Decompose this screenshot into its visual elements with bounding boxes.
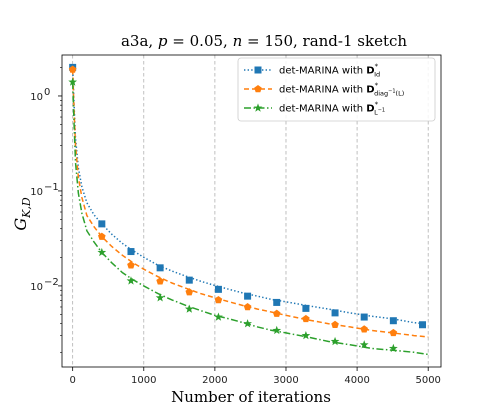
data-point xyxy=(273,298,281,306)
series-2 xyxy=(68,65,429,338)
data-point xyxy=(302,304,310,312)
data-point xyxy=(389,328,398,337)
data-point xyxy=(301,330,311,340)
series-layer xyxy=(68,63,429,356)
data-point xyxy=(126,276,136,285)
data-point xyxy=(97,247,107,257)
data-point xyxy=(272,309,281,317)
legend-marker xyxy=(254,66,262,74)
legend: det-MARINA with D* Id det-MARINA with D* di… xyxy=(237,57,436,122)
data-point xyxy=(330,336,340,346)
data-point xyxy=(302,314,310,323)
x-tick-label: 0 xyxy=(69,375,75,386)
data-point xyxy=(389,317,397,325)
data-point xyxy=(360,325,369,333)
data-point xyxy=(388,343,398,353)
y-tick-label: 10 xyxy=(30,282,43,293)
series-line xyxy=(71,67,426,325)
data-point xyxy=(155,293,165,302)
data-point xyxy=(127,261,135,269)
legend-label: det-MARINA with D* L−1 xyxy=(279,101,385,117)
data-point xyxy=(98,220,106,228)
data-point xyxy=(214,312,223,321)
x-axis-label: Number of iterations xyxy=(171,388,331,406)
data-point xyxy=(214,296,223,304)
data-point xyxy=(243,319,252,328)
y-tick-exponent: 0 xyxy=(44,87,50,98)
data-point xyxy=(243,302,252,311)
legend-item: det-MARINA with D* L−1 xyxy=(244,101,385,117)
data-point xyxy=(184,304,194,313)
data-point xyxy=(127,248,135,256)
legend-label: det-MARINA with D* Id xyxy=(279,63,380,79)
data-point xyxy=(68,65,77,73)
y-tick-label: 10 xyxy=(30,92,43,103)
data-point xyxy=(156,264,164,272)
legend-marker xyxy=(253,103,263,112)
legend-marker xyxy=(254,85,262,93)
data-point xyxy=(331,309,339,317)
data-point xyxy=(185,276,193,284)
data-point xyxy=(214,285,222,293)
data-point xyxy=(156,277,164,285)
y-axis-label: GK,D xyxy=(11,197,33,230)
x-tick-label: 3000 xyxy=(273,375,298,386)
legend-item: det-MARINA with D* Id xyxy=(244,63,380,79)
data-point xyxy=(68,77,78,86)
legend-item: det-MARINA with D* diag−1(L) xyxy=(244,82,404,98)
x-tick-label: 1000 xyxy=(131,375,156,386)
y-tick-exponent: −1 xyxy=(44,182,59,193)
data-point xyxy=(272,325,282,335)
series-3 xyxy=(68,77,429,356)
legend-label: det-MARINA with D* diag−1(L) xyxy=(279,82,404,98)
x-tick-label: 5000 xyxy=(415,375,440,386)
series-line xyxy=(71,82,429,356)
data-point xyxy=(359,340,369,349)
x-tick-label: 2000 xyxy=(202,375,227,386)
data-point xyxy=(331,320,339,328)
data-point xyxy=(244,292,252,300)
plot-frame xyxy=(61,54,442,368)
data-point xyxy=(185,288,194,296)
data-point xyxy=(419,321,427,329)
y-tick-label: 10 xyxy=(30,187,43,198)
data-point xyxy=(360,313,368,321)
y-tick-exponent: −2 xyxy=(44,277,59,288)
x-tick-label: 4000 xyxy=(344,375,369,386)
chart-title: a3a, p = 0.05, n = 150, rand-1 sketch xyxy=(121,32,407,50)
x-axis: 0 1000 2000 3000 4000 5000 xyxy=(69,367,441,386)
legend-box xyxy=(237,57,436,122)
data-point xyxy=(98,232,106,240)
